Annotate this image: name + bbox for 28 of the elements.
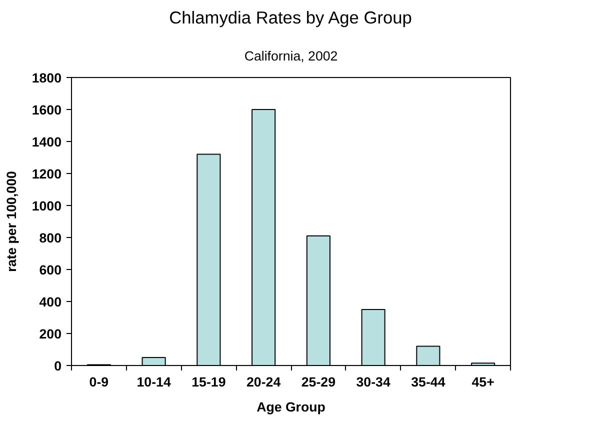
x-tick-label: 15-19 (192, 374, 226, 390)
bar (196, 154, 221, 366)
bar (252, 109, 276, 366)
x-tick-label: 10-14 (136, 374, 172, 390)
bar (361, 309, 386, 366)
y-tick-label: 400 (39, 294, 62, 310)
x-tick-label: 20-24 (246, 374, 282, 390)
y-tick-label: 1800 (32, 70, 62, 86)
y-tick-label: 1600 (32, 102, 62, 118)
y-tick-label: 1000 (32, 198, 62, 214)
y-tick-label: 1400 (32, 134, 62, 150)
x-tick-label: 45+ (472, 374, 495, 390)
y-tick-label: 800 (39, 230, 62, 246)
chart-title: Chlamydia Rates by Age Group (169, 8, 412, 28)
x-axis-title: Age Group (256, 400, 326, 414)
y-axis-title: rate per 100,000 (4, 171, 19, 272)
bar (306, 235, 330, 366)
chart-subtitle: California, 2002 (244, 48, 338, 64)
x-tick-label: 35-44 (411, 374, 446, 390)
y-tick-label: 600 (39, 262, 62, 278)
x-tick-label: 25-29 (301, 374, 336, 390)
x-tick-label: 0-9 (89, 374, 109, 390)
y-tick-label: 200 (39, 326, 62, 342)
y-tick-label: 1200 (32, 166, 62, 182)
bar (416, 346, 440, 366)
bar (142, 357, 166, 366)
x-tick-label: 30-34 (356, 374, 391, 390)
y-tick-label: 0 (54, 358, 62, 374)
